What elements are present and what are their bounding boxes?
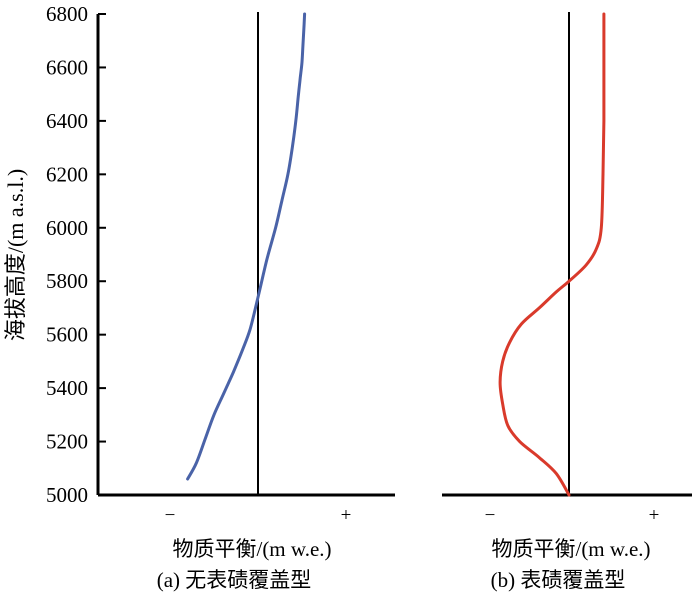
y-tick-label: 5800: [46, 269, 88, 293]
y-tick-label: 6200: [46, 162, 88, 186]
y-tick-label: 6800: [46, 2, 88, 26]
y-tick-label: 6000: [46, 216, 88, 240]
panel-a-xlabel: 物质平衡/(m w.e.): [172, 537, 331, 561]
y-tick-label: 5400: [46, 376, 88, 400]
y-tick-label: 6400: [46, 109, 88, 133]
panel-b-caption: (b) 表碛覆盖型: [491, 568, 626, 592]
panel-b-x-plus-label: +: [649, 505, 660, 526]
y-tick-label: 6600: [46, 55, 88, 79]
panel-b-x-minus-label: −: [485, 505, 496, 526]
panel-b-xlabel: 物质平衡/(m w.e.): [491, 537, 650, 561]
panel-a-mass-balance-curve: [186, 12, 307, 481]
y-axis-title: 海拔高度/(m a.s.l.): [3, 169, 28, 341]
panel-a-caption: (a) 无表碛覆盖型: [157, 568, 312, 592]
y-tick-label: 5000: [46, 483, 88, 507]
series-layer: [186, 12, 606, 497]
y-ticks-layer: 5000 5200 5400 5600 5800 6000 6200 6400 6600 6800: [46, 2, 106, 507]
axes-layer: [96, 12, 692, 497]
y-tick-label: 5200: [46, 430, 88, 454]
panel-a-x-minus-label: −: [165, 505, 176, 526]
panel-b-mass-balance-curve: [498, 12, 606, 497]
y-tick-label: 5600: [46, 323, 88, 347]
panel-a-x-plus-label: +: [341, 505, 352, 526]
